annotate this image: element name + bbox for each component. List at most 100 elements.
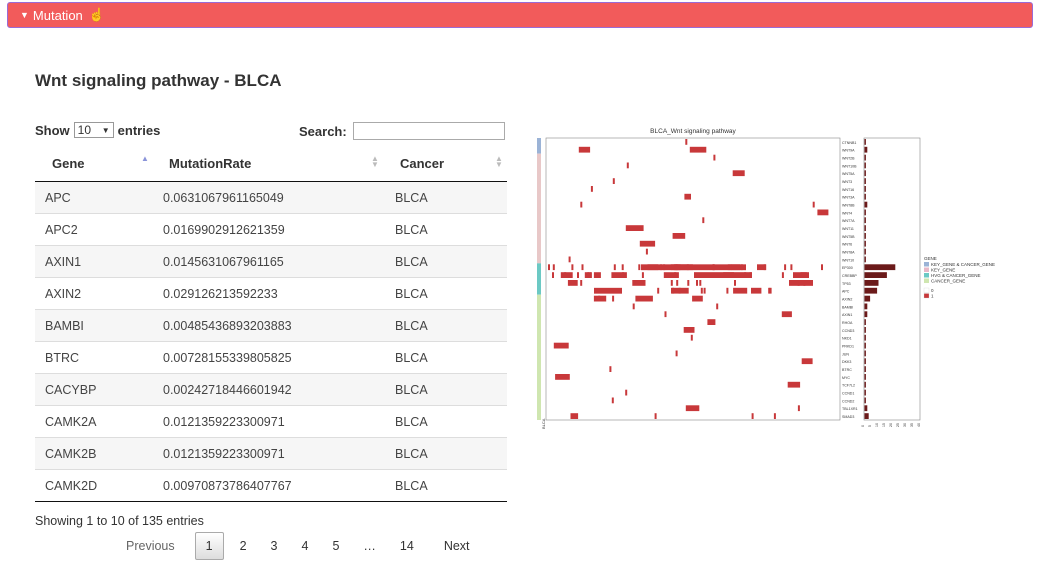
table-header-row: Gene ▲ MutationRate ▲ ▼ Cancer ▲ ▼	[35, 148, 507, 182]
table-row[interactable]: CACYBP 0.00242718446601942 BLCA	[35, 373, 507, 406]
row-label: EP300	[842, 266, 853, 270]
mutation-cell	[784, 264, 787, 271]
page-button-1[interactable]: 1	[194, 532, 224, 560]
bar-mark	[864, 193, 866, 200]
mutation-cell	[768, 287, 771, 294]
legend-label: KEY_GENE & CANCER_GENE	[931, 262, 995, 267]
value-legend-swatch	[923, 293, 930, 299]
bar-mark	[864, 389, 866, 396]
mutation-cell	[672, 233, 686, 239]
bar-axis-tick: 35	[910, 423, 914, 427]
row-label: AXIN1	[842, 313, 852, 317]
bar-mark	[864, 256, 866, 263]
show-label: Show	[35, 122, 70, 138]
mutation-rate-cell: 0.00728155339805825	[153, 341, 385, 374]
table-row[interactable]: APC 0.0631067961165049 BLCA	[35, 181, 507, 214]
gene-cell: BAMBI	[35, 309, 153, 342]
gene-cell: CAMK2B	[35, 437, 153, 470]
bar-mark	[864, 303, 868, 310]
entries-select[interactable]: 10 ▼	[73, 122, 114, 138]
page-button-4[interactable]: 4	[301, 539, 309, 553]
mutation-cell	[732, 170, 745, 177]
mutation-cell	[751, 413, 754, 419]
bar-axis-tick: 15	[882, 423, 886, 427]
bar-mark	[864, 327, 866, 333]
bar-mark	[864, 162, 866, 169]
page-button-14[interactable]: 14	[399, 539, 414, 553]
row-label: WNT8A	[842, 251, 855, 255]
bar-axis-tick: 20	[889, 423, 893, 427]
mutation-cell	[678, 287, 681, 294]
table-row[interactable]: CAMK2A 0.0121359223300971 BLCA	[35, 405, 507, 438]
bar-mark	[864, 366, 866, 372]
row-label: WNT9A	[842, 149, 855, 153]
mutation-cell	[789, 280, 813, 286]
page-button-5[interactable]: 5	[332, 539, 340, 553]
table-row[interactable]: BAMBI 0.00485436893203883 BLCA	[35, 309, 507, 342]
table-row[interactable]: CAMK2D 0.00970873786407767 BLCA	[35, 469, 507, 502]
page-button-3[interactable]: 3	[270, 539, 278, 553]
gene-cell: CAMK2D	[35, 469, 153, 502]
mutation-cell	[577, 272, 579, 278]
table-row[interactable]: BTRC 0.00728155339805825 BLCA	[35, 341, 507, 374]
mutation-cell	[611, 397, 614, 404]
mutation-cell	[790, 264, 793, 271]
column-header-mutationrate[interactable]: MutationRate ▲ ▼	[153, 148, 385, 182]
mutation-cell	[622, 272, 625, 278]
hand-pointer-icon: ☝	[88, 7, 105, 22]
mutation-cell	[683, 327, 695, 333]
row-label: CTNNB1	[842, 141, 856, 145]
page-button-2[interactable]: 2	[239, 539, 247, 553]
table-row[interactable]: AXIN2 0.029126213592233 BLCA	[35, 277, 507, 310]
row-label: AXIN2	[842, 298, 852, 302]
mutation-cell	[552, 272, 554, 278]
row-label: WNT5A	[842, 172, 855, 176]
bar-mark	[864, 272, 887, 278]
table-row[interactable]: APC2 0.0169902912621359 BLCA	[35, 213, 507, 246]
mutation-rate-cell: 0.029126213592233	[153, 277, 385, 310]
mutation-rate-cell: 0.0169902912621359	[153, 213, 385, 246]
next-button[interactable]: Next	[443, 539, 470, 553]
mutation-panel-header[interactable]: ▼ Mutation ☝	[7, 2, 1033, 28]
cancer-cell: BLCA	[385, 309, 507, 342]
table-row[interactable]: CAMK2B 0.0121359223300971 BLCA	[35, 437, 507, 470]
previous-button[interactable]: Previous	[126, 539, 175, 553]
mutation-cell	[598, 295, 601, 302]
mutation-cell	[590, 186, 593, 192]
mutation-cell	[657, 287, 660, 294]
row-label: WNT8B	[842, 204, 855, 208]
gene-cell: APC2	[35, 213, 153, 246]
bar-mark	[864, 217, 866, 224]
sort-both-icon: ▲ ▼	[371, 154, 379, 169]
row-label: WNT4	[842, 211, 852, 215]
mutation-cell	[569, 280, 578, 286]
gene-cell: CACYBP	[35, 373, 153, 406]
bar-mark	[864, 287, 878, 294]
mutation-cell	[641, 272, 644, 278]
bar-mark	[864, 248, 866, 255]
row-label: BTRC	[842, 368, 852, 372]
annotation-segment	[537, 263, 541, 295]
cancer-cell: BLCA	[385, 405, 507, 438]
search-input[interactable]	[352, 122, 505, 140]
mutation-rate-cell: 0.00242718446601942	[153, 373, 385, 406]
cancer-cell: BLCA	[385, 437, 507, 470]
row-label: PRKD1	[842, 345, 854, 349]
column-header-gene[interactable]: Gene ▲	[35, 148, 153, 182]
row-label: CREBBP	[842, 274, 857, 278]
mutation-rate-cell: 0.0121359223300971	[153, 405, 385, 438]
table-row[interactable]: AXIN1 0.0145631067961165 BLCA	[35, 245, 507, 278]
mutation-cell	[639, 240, 656, 247]
row-label: CCND1	[842, 392, 854, 396]
bar-axis-tick: 10	[875, 423, 879, 427]
bar-mark	[864, 264, 896, 271]
row-label: WNT10	[842, 258, 854, 262]
pagination: Previous 1 2 3 4 5 … 14 Next	[118, 532, 478, 560]
row-label: WNT16	[842, 188, 854, 192]
bar-mark	[864, 154, 866, 161]
row-label: SMAD3	[842, 415, 854, 419]
column-header-cancer[interactable]: Cancer ▲ ▼	[385, 148, 507, 182]
mutation-cell	[685, 405, 700, 412]
mutation-cell	[801, 358, 813, 365]
mutation-cell	[641, 264, 746, 271]
